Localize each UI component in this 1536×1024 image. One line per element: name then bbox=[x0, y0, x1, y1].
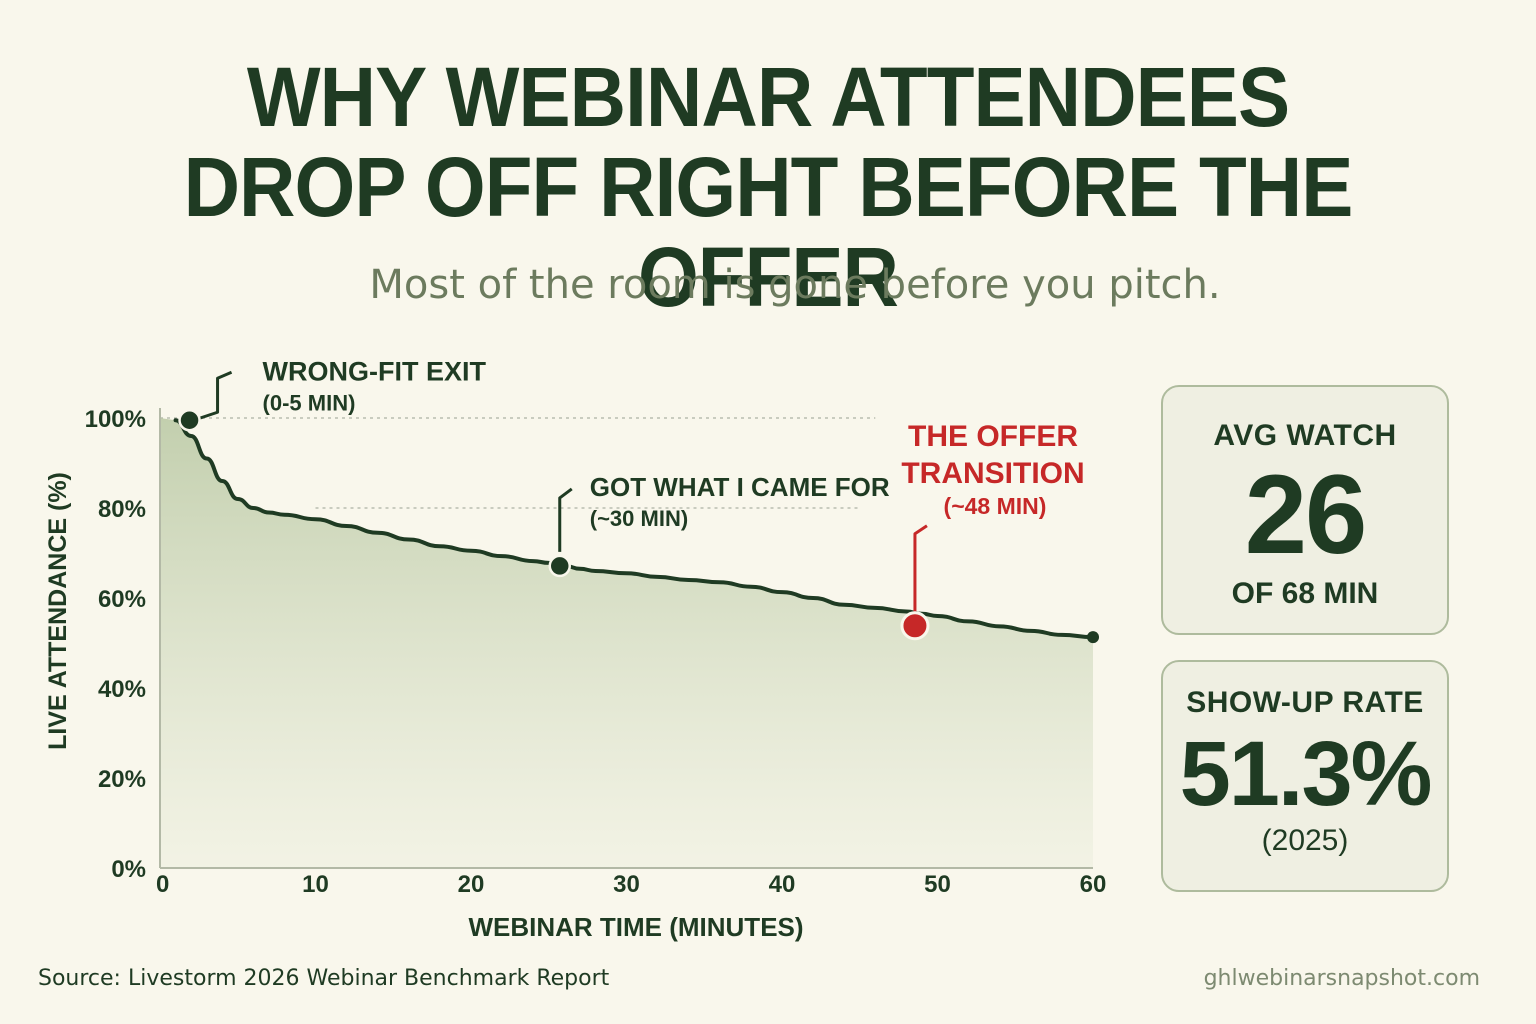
avg-watch-label: AVG WATCH bbox=[1213, 419, 1397, 452]
page-title: WHY WEBINAR ATTENDEES DROP OFF RIGHT BEF… bbox=[54, 52, 1482, 322]
y-axis-label: LIVE ATTENDANCE (%) bbox=[44, 472, 72, 750]
line-end-point bbox=[1087, 631, 1099, 644]
annotation-offer-label: THE OFFER bbox=[908, 420, 1078, 453]
annotation-offer-point bbox=[900, 611, 930, 641]
x-tick-0: 0 bbox=[156, 871, 169, 898]
annotation-got-what-sublabel: (~30 MIN) bbox=[590, 506, 688, 531]
y-tick-60: 60% bbox=[98, 586, 146, 613]
y-tick-20: 20% bbox=[98, 766, 146, 793]
annotation-offer-label-line2: TRANSITION bbox=[901, 457, 1084, 490]
annotation-wrong-fit-sublabel: (0-5 MIN) bbox=[263, 390, 356, 415]
annotation-offer-connector bbox=[913, 524, 928, 612]
avg-watch-value: 26 bbox=[1244, 452, 1368, 577]
title-line-1: WHY WEBINAR ATTENDEES bbox=[246, 50, 1290, 144]
y-tick-labels: 0% 20% 40% 60% 80% 100% bbox=[85, 406, 146, 883]
x-tick-50: 50 bbox=[924, 871, 951, 898]
x-tick-10: 10 bbox=[302, 871, 329, 898]
x-tick-labels: 0 10 20 30 40 50 60 bbox=[156, 871, 1106, 898]
x-tick-40: 40 bbox=[769, 871, 796, 898]
x-tick-30: 30 bbox=[613, 871, 640, 898]
avg-watch-card: AVG WATCH 26 OF 68 MIN bbox=[1161, 385, 1449, 635]
site-url: ghlwebinarsnapshot.com bbox=[1203, 966, 1480, 991]
annotations: WRONG-FIT EXIT (0-5 MIN) GOT WHAT I CAME F… bbox=[178, 356, 1099, 644]
x-tick-20: 20 bbox=[458, 871, 485, 898]
show-up-card: SHOW-UP RATE 51.3% (2025) bbox=[1161, 660, 1449, 892]
attendance-area bbox=[160, 418, 1093, 868]
annotation-wrong-fit-label: WRONG-FIT EXIT bbox=[263, 356, 487, 386]
annotation-wrong-fit-connector bbox=[199, 370, 233, 420]
annotation-offer-sublabel: (~48 MIN) bbox=[944, 493, 1047, 519]
y-tick-40: 40% bbox=[98, 676, 146, 703]
y-tick-80: 80% bbox=[98, 496, 146, 523]
annotation-wrong-fit-point bbox=[178, 409, 201, 432]
grid-layer bbox=[160, 417, 876, 509]
show-up-value: 51.3% bbox=[1179, 723, 1433, 825]
y-tick-0: 0% bbox=[111, 856, 146, 883]
y-tick-100: 100% bbox=[85, 406, 146, 433]
axes bbox=[159, 408, 1093, 869]
annotation-got-what-label: GOT WHAT I CAME FOR bbox=[590, 472, 890, 502]
annotation-got-what-point bbox=[548, 554, 571, 578]
attendance-chart: 0% 20% 40% 60% 80% 100% 0 10 20 30 40 50 60 WRONG-F… bbox=[44, 356, 1106, 942]
annotation-got-what-connector bbox=[558, 487, 573, 552]
page-subtitle: Most of the room is gone before you pitc… bbox=[369, 262, 1221, 308]
source-note: Source: Livestorm 2026 Webinar Benchmark… bbox=[38, 966, 610, 991]
x-tick-60: 60 bbox=[1080, 871, 1107, 898]
title-line-2: DROP OFF RIGHT BEFORE THE OFFER bbox=[183, 140, 1354, 324]
show-up-label: SHOW-UP RATE bbox=[1186, 686, 1424, 719]
avg-watch-sub: OF 68 MIN bbox=[1231, 577, 1379, 610]
show-up-sub: (2025) bbox=[1261, 824, 1349, 857]
x-axis-label: WEBINAR TIME (MINUTES) bbox=[468, 912, 803, 942]
